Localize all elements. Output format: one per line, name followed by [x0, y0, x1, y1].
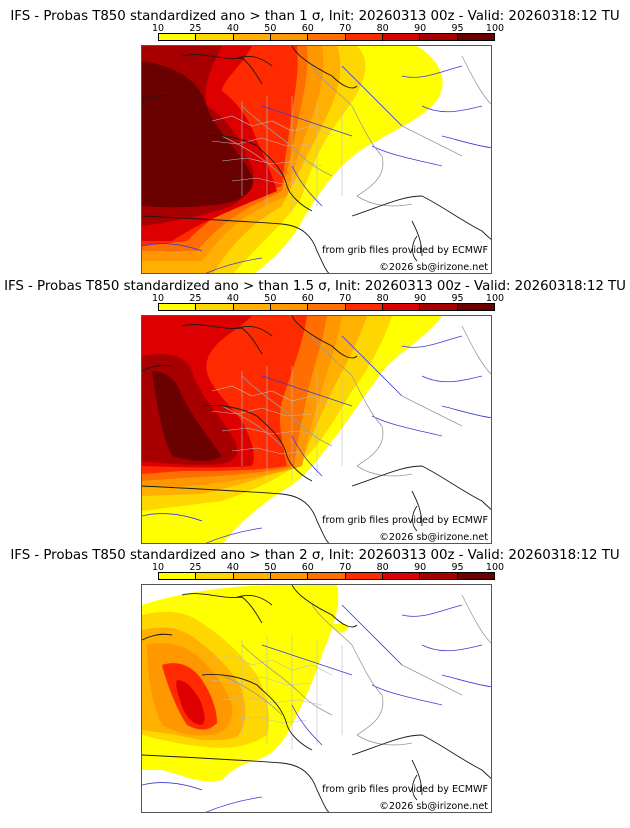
- colorbar-tick-label: 80: [376, 293, 389, 304]
- colorbar-swatch: [270, 573, 309, 579]
- colorbar-tick-label: 70: [339, 562, 352, 573]
- colorbar-swatch: [196, 304, 234, 310]
- colorbar-swatch: [233, 304, 271, 310]
- colorbar-swatch: [270, 304, 309, 310]
- probability-map: from grib files provided by ECMWF ©2026 …: [141, 315, 492, 544]
- colorbar-tick-label: 25: [189, 562, 202, 573]
- probability-map: from grib files provided by ECMWF ©2026 …: [141, 584, 492, 813]
- probability-contour: [372, 56, 418, 121]
- colorbar-tick-labels: 10 25 40 50 60 70 80 90 95 100: [152, 293, 504, 304]
- rivers: [142, 335, 491, 543]
- rivers: [142, 65, 491, 273]
- probability-map: from grib files provided by ECMWF ©2026 …: [141, 45, 492, 274]
- colorbar-swatch: [382, 304, 421, 310]
- colorbar-swatch: [382, 34, 421, 40]
- map-canvas: [142, 46, 491, 273]
- colorbar-tick-label: 80: [376, 562, 389, 573]
- colorbar-tick-label: 60: [301, 562, 314, 573]
- colorbar-tick-label: 60: [301, 293, 314, 304]
- colorbar-tick-label: 80: [376, 23, 389, 34]
- colorbar-tick-label: 40: [226, 293, 239, 304]
- colorbar-swatch: [457, 573, 494, 579]
- copyright-credit: ©2026 sb@irizone.net: [379, 532, 488, 543]
- colorbar-swatch: [196, 34, 234, 40]
- colorbar-swatch: [420, 34, 458, 40]
- colorbar-swatch: [345, 573, 383, 579]
- colorbar-tick-label: 50: [264, 562, 277, 573]
- coastline: [142, 316, 491, 543]
- copyright-credit: ©2026 sb@irizone.net: [379, 262, 488, 273]
- rivers: [142, 604, 491, 812]
- panel-title: IFS - Probas T850 standardized ano > tha…: [10, 9, 620, 24]
- colorbar-tick-label: 25: [189, 293, 202, 304]
- colorbar: [158, 572, 495, 580]
- colorbar-tick-label: 50: [264, 23, 277, 34]
- colorbar-tick-label: 40: [226, 23, 239, 34]
- colorbar-tick-label: 90: [414, 562, 427, 573]
- probability-contour: [142, 61, 253, 208]
- colorbar-swatch: [159, 573, 197, 579]
- map-canvas: [142, 585, 491, 812]
- colorbar-tick-label: 10: [151, 293, 165, 304]
- colorbar-swatch: [308, 304, 346, 310]
- source-credit: from grib files provided by ECMWF: [322, 515, 488, 526]
- coastline: [142, 46, 491, 273]
- department-borders: [211, 96, 343, 211]
- forecast-panel-1-5sigma: IFS - Probas T850 standardized ano > tha…: [0, 279, 630, 549]
- department-borders: [211, 635, 343, 750]
- colorbar-swatch: [270, 34, 309, 40]
- colorbar-tick-label: 90: [414, 23, 427, 34]
- colorbar-swatch: [308, 573, 346, 579]
- colorbar-swatch: [457, 34, 494, 40]
- panel-title: IFS - Probas T850 standardized ano > tha…: [4, 279, 626, 294]
- colorbar-swatch: [196, 573, 234, 579]
- colorbar-tick-label: 95: [451, 23, 464, 34]
- colorbar-tick-label: 90: [414, 293, 427, 304]
- copyright-credit: ©2026 sb@irizone.net: [379, 801, 488, 812]
- colorbar-swatch: [457, 304, 494, 310]
- colorbar-tick-label: 60: [301, 23, 314, 34]
- panel-title: IFS - Probas T850 standardized ano > tha…: [10, 548, 620, 563]
- colorbar: [158, 303, 495, 311]
- colorbar-tick-label: 10: [151, 562, 165, 573]
- map-canvas: [142, 316, 491, 543]
- colorbar-swatch: [420, 304, 458, 310]
- colorbar-tick-label: 95: [451, 562, 464, 573]
- probability-contour: [176, 680, 205, 725]
- source-credit: from grib files provided by ECMWF: [322, 245, 488, 256]
- colorbar-tick-label: 100: [485, 23, 505, 34]
- colorbar-tick-label: 10: [151, 23, 165, 34]
- source-credit: from grib files provided by ECMWF: [322, 784, 488, 795]
- colorbar-swatch: [308, 34, 346, 40]
- coastline: [142, 585, 491, 812]
- colorbar-swatch: [233, 573, 271, 579]
- colorbar-tick-label: 50: [264, 293, 277, 304]
- colorbar-tick-label: 70: [339, 293, 352, 304]
- probability-contour: [332, 623, 349, 633]
- colorbar-tick-label: 95: [451, 293, 464, 304]
- colorbar-tick-label: 25: [189, 23, 202, 34]
- colorbar-tick-label: 70: [339, 23, 352, 34]
- colorbar-tick-label: 40: [226, 562, 239, 573]
- colorbar-tick-labels: 10 25 40 50 60 70 80 90 95 100: [152, 562, 504, 573]
- colorbar-swatch: [233, 34, 271, 40]
- colorbar-swatch: [345, 34, 383, 40]
- colorbar-swatch: [345, 304, 383, 310]
- forecast-panel-1sigma: IFS - Probas T850 standardized ano > tha…: [0, 9, 630, 279]
- colorbar-tick-label: 100: [485, 293, 505, 304]
- colorbar: [158, 33, 495, 41]
- colorbar-swatch: [159, 34, 197, 40]
- department-borders: [211, 366, 343, 481]
- forecast-panel-2sigma: IFS - Probas T850 standardized ano > tha…: [0, 548, 630, 818]
- colorbar-tick-labels: 10 25 40 50 60 70 80 90 95 100: [152, 23, 504, 34]
- colorbar-tick-label: 100: [485, 562, 505, 573]
- colorbar-swatch: [382, 573, 421, 579]
- colorbar-swatch: [159, 304, 197, 310]
- probability-contour: [152, 371, 222, 461]
- colorbar-swatch: [420, 573, 458, 579]
